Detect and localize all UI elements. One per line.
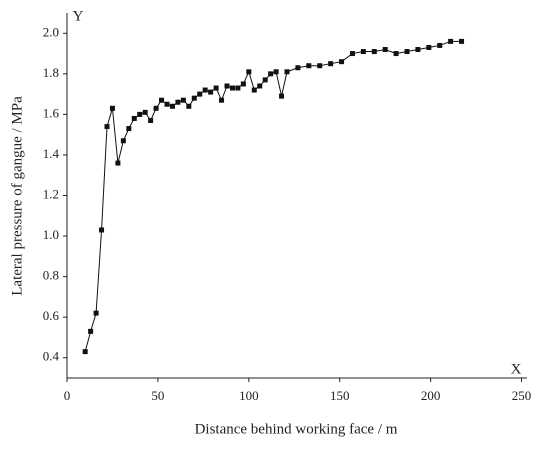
point-marker [99,227,105,233]
x-tick-label: 100 [239,388,259,403]
x-axis-title: Distance behind working face / m [195,421,398,437]
point-marker [104,124,110,130]
point-marker [240,81,246,87]
point-marker [164,101,170,107]
point-marker [208,89,214,95]
point-marker [459,38,465,44]
point-marker [131,115,137,121]
point-marker [180,97,186,103]
y-tick-label: 1.4 [43,146,60,161]
point-marker [115,160,121,166]
x-tick-label: 150 [330,388,350,403]
series-line [84,40,462,352]
point-marker [382,47,388,52]
point-marker [148,117,154,123]
point-marker [360,49,366,55]
y-tick-label: 1.0 [43,227,59,242]
point-marker [279,93,285,99]
point-marker [426,44,432,50]
point-marker [306,63,312,69]
y-tick-label: 2.0 [43,24,59,39]
point-marker [126,126,132,132]
point-marker [213,85,219,91]
point-marker [268,71,274,77]
point-marker [437,42,443,48]
x-tick-label: 50 [151,388,164,403]
point-marker [169,103,175,109]
point-marker [191,95,197,101]
point-marker [328,61,334,67]
point-marker [404,49,410,55]
point-marker [229,85,235,91]
point-marker [82,349,88,355]
x-tick-label: 200 [421,388,441,403]
point-marker [88,328,94,334]
y-axis-end-label: Y [73,8,84,24]
point-marker [393,51,399,57]
y-tick-label: 0.4 [43,349,60,364]
point-marker [93,310,99,316]
point-marker [448,38,454,44]
point-marker [197,91,203,97]
point-marker [224,83,230,89]
y-tick-label: 0.8 [43,268,59,283]
x-tick-label: 250 [512,388,532,403]
point-marker [153,105,159,111]
point-marker [257,83,263,89]
x-tick-label: 0 [64,388,71,403]
y-tick-label: 1.8 [43,65,59,80]
point-marker [159,97,165,103]
point-marker [175,99,181,105]
point-marker [235,85,241,91]
point-marker [371,49,377,55]
point-marker [202,87,208,93]
point-marker [246,69,252,75]
point-marker [120,138,126,144]
point-marker [284,69,290,75]
point-marker [317,63,323,69]
point-marker [251,87,257,93]
y-tick-label: 1.6 [43,105,60,120]
point-marker [262,77,268,83]
point-marker [339,59,345,65]
x-axis-end-label: X [511,361,522,377]
point-marker [415,47,421,52]
y-tick-label: 1.2 [43,186,59,201]
y-axis-title: Lateral pressure of gangue / MPa [9,96,25,296]
point-marker [295,65,301,71]
point-marker [109,105,115,111]
point-marker [142,109,148,115]
point-marker [273,69,279,75]
point-marker [137,111,143,117]
point-marker [349,51,355,57]
y-tick-label: 0.6 [43,308,60,323]
point-marker [219,97,225,103]
point-marker [186,103,192,109]
